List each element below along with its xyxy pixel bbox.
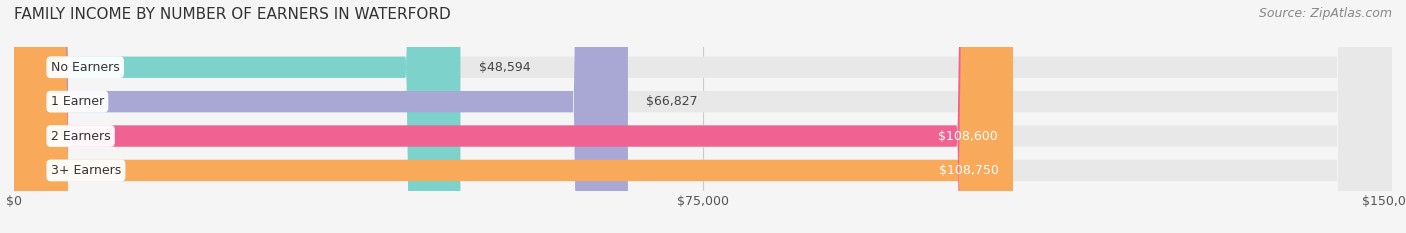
Text: 1 Earner: 1 Earner	[51, 95, 104, 108]
Text: $108,750: $108,750	[939, 164, 1000, 177]
FancyBboxPatch shape	[14, 0, 1012, 233]
Text: Source: ZipAtlas.com: Source: ZipAtlas.com	[1258, 7, 1392, 20]
FancyBboxPatch shape	[14, 0, 1392, 233]
FancyBboxPatch shape	[14, 0, 1392, 233]
Text: $108,600: $108,600	[938, 130, 998, 143]
Text: $66,827: $66,827	[647, 95, 697, 108]
FancyBboxPatch shape	[14, 0, 1392, 233]
Text: 2 Earners: 2 Earners	[51, 130, 111, 143]
Text: No Earners: No Earners	[51, 61, 120, 74]
FancyBboxPatch shape	[14, 0, 1392, 233]
Text: FAMILY INCOME BY NUMBER OF EARNERS IN WATERFORD: FAMILY INCOME BY NUMBER OF EARNERS IN WA…	[14, 7, 451, 22]
FancyBboxPatch shape	[14, 0, 1012, 233]
FancyBboxPatch shape	[14, 0, 460, 233]
FancyBboxPatch shape	[14, 0, 628, 233]
Text: $48,594: $48,594	[479, 61, 530, 74]
Text: 3+ Earners: 3+ Earners	[51, 164, 121, 177]
